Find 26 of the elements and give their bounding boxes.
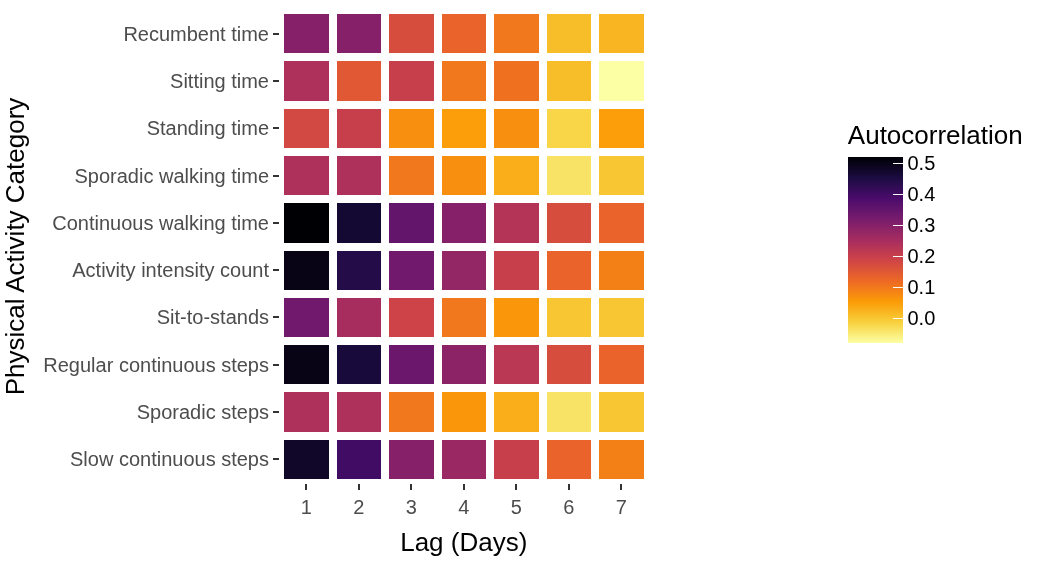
color-bar-label: 0.2 [907, 245, 936, 268]
y-tick-label: Sitting time [170, 69, 269, 92]
x-tick-label: 1 [300, 496, 312, 518]
y-tick-label: Slow continuous steps [69, 448, 269, 471]
x-tick-label: 2 [353, 496, 365, 518]
color-bar-title: Autocorrelation [847, 120, 1023, 151]
y-tick-label: Regular continuous steps [43, 353, 269, 376]
color-bar-label: 0.5 [907, 152, 936, 175]
y-axis-title: Physical Activity Category [0, 97, 30, 396]
y-tick-label: Standing time [146, 117, 269, 140]
y-tick-label: Continuous walking time [52, 211, 269, 234]
y-tick-label: Recumbent time [123, 22, 269, 45]
color-bar-label: 0.3 [907, 214, 936, 237]
color-bar-label: 0.0 [907, 307, 936, 330]
y-tick-label: Sporadic steps [136, 401, 269, 424]
x-tick-label: 4 [458, 496, 470, 518]
x-axis-title: Lag (Days) [400, 526, 528, 557]
x-tick-label: 3 [405, 496, 417, 518]
y-tick-label: Activity intensity count [72, 259, 270, 282]
color-bar-label: 0.1 [907, 276, 936, 299]
x-tick-label: 7 [615, 496, 627, 518]
color-bar-label: 0.4 [907, 183, 936, 206]
x-tick-label: 5 [510, 496, 522, 518]
y-tick-label: Sporadic walking time [74, 164, 269, 187]
x-tick-label: 6 [563, 496, 575, 518]
y-tick-label: Sit-to-stands [156, 306, 269, 329]
